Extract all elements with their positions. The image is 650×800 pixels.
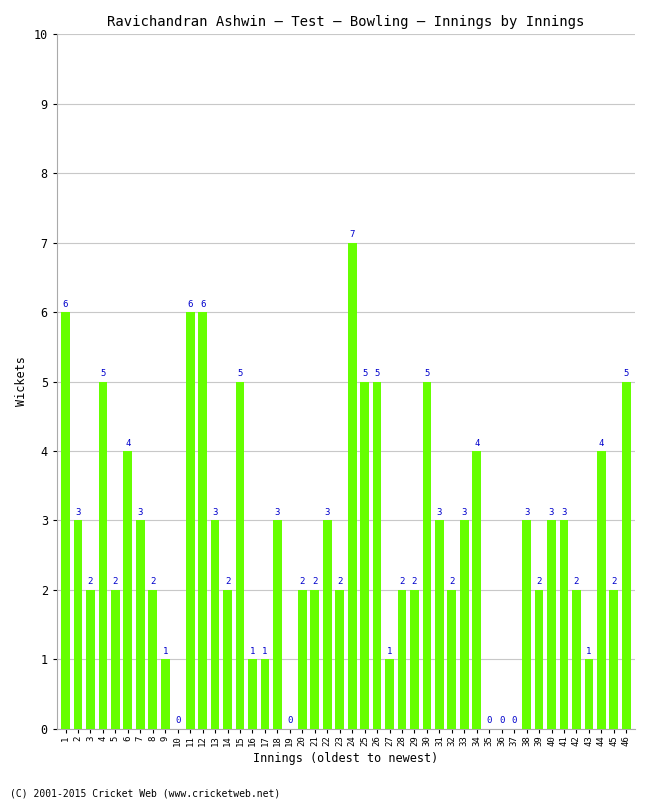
Bar xyxy=(622,382,630,729)
Text: 4: 4 xyxy=(599,438,604,447)
Text: 4: 4 xyxy=(474,438,480,447)
Text: 1: 1 xyxy=(262,647,268,656)
Bar xyxy=(522,521,531,729)
Text: 3: 3 xyxy=(213,508,218,517)
Bar xyxy=(248,659,257,729)
Text: 2: 2 xyxy=(411,578,417,586)
Bar xyxy=(298,590,307,729)
Text: 2: 2 xyxy=(225,578,230,586)
Text: 2: 2 xyxy=(536,578,541,586)
Bar xyxy=(211,521,220,729)
Bar xyxy=(198,312,207,729)
Bar xyxy=(86,590,95,729)
Bar xyxy=(161,659,170,729)
Text: 0: 0 xyxy=(499,716,504,726)
Bar xyxy=(148,590,157,729)
Text: 0: 0 xyxy=(486,716,492,726)
Text: 0: 0 xyxy=(287,716,292,726)
Text: 3: 3 xyxy=(562,508,567,517)
Text: 1: 1 xyxy=(162,647,168,656)
Text: 3: 3 xyxy=(75,508,81,517)
Text: 1: 1 xyxy=(586,647,592,656)
Bar xyxy=(323,521,332,729)
Text: 0: 0 xyxy=(175,716,181,726)
Text: (C) 2001-2015 Cricket Web (www.cricketweb.net): (C) 2001-2015 Cricket Web (www.cricketwe… xyxy=(10,788,280,798)
Bar xyxy=(273,521,281,729)
Text: 2: 2 xyxy=(88,578,93,586)
Bar xyxy=(535,590,543,729)
Bar xyxy=(398,590,406,729)
Y-axis label: Wickets: Wickets xyxy=(15,357,28,406)
Text: 2: 2 xyxy=(611,578,616,586)
Text: 7: 7 xyxy=(350,230,355,239)
Title: Ravichandran Ashwin – Test – Bowling – Innings by Innings: Ravichandran Ashwin – Test – Bowling – I… xyxy=(107,15,584,29)
Text: 5: 5 xyxy=(100,369,105,378)
Text: 3: 3 xyxy=(138,508,143,517)
Text: 5: 5 xyxy=(424,369,430,378)
Bar xyxy=(236,382,244,729)
Bar xyxy=(136,521,145,729)
Text: 2: 2 xyxy=(399,578,405,586)
Text: 3: 3 xyxy=(324,508,330,517)
Bar xyxy=(584,659,593,729)
Text: 3: 3 xyxy=(524,508,529,517)
Bar xyxy=(99,382,107,729)
Bar xyxy=(360,382,369,729)
Bar xyxy=(186,312,194,729)
Text: 4: 4 xyxy=(125,438,131,447)
Bar xyxy=(73,521,83,729)
Text: 2: 2 xyxy=(300,578,305,586)
Bar xyxy=(560,521,568,729)
Bar xyxy=(261,659,269,729)
Bar xyxy=(335,590,344,729)
Bar xyxy=(124,451,132,729)
Text: 2: 2 xyxy=(112,578,118,586)
Text: 2: 2 xyxy=(312,578,317,586)
Text: 2: 2 xyxy=(449,578,454,586)
Text: 2: 2 xyxy=(574,578,579,586)
Text: 6: 6 xyxy=(187,300,193,309)
Text: 0: 0 xyxy=(512,716,517,726)
Bar xyxy=(385,659,394,729)
Bar xyxy=(61,312,70,729)
Bar xyxy=(223,590,232,729)
Bar xyxy=(473,451,481,729)
Bar xyxy=(610,590,618,729)
Text: 6: 6 xyxy=(200,300,205,309)
Text: 5: 5 xyxy=(362,369,367,378)
Text: 6: 6 xyxy=(63,300,68,309)
Bar xyxy=(447,590,456,729)
Text: 2: 2 xyxy=(337,578,343,586)
Text: 5: 5 xyxy=(623,369,629,378)
Text: 3: 3 xyxy=(437,508,442,517)
Bar xyxy=(460,521,469,729)
Bar xyxy=(311,590,319,729)
Text: 3: 3 xyxy=(462,508,467,517)
Bar xyxy=(435,521,444,729)
Text: 1: 1 xyxy=(250,647,255,656)
Text: 5: 5 xyxy=(237,369,242,378)
Text: 1: 1 xyxy=(387,647,392,656)
Bar xyxy=(111,590,120,729)
Text: 2: 2 xyxy=(150,578,155,586)
Bar xyxy=(422,382,431,729)
Bar xyxy=(348,242,356,729)
Text: 5: 5 xyxy=(374,369,380,378)
Bar xyxy=(572,590,581,729)
Bar xyxy=(410,590,419,729)
Bar xyxy=(372,382,382,729)
Bar xyxy=(547,521,556,729)
Bar xyxy=(597,451,606,729)
X-axis label: Innings (oldest to newest): Innings (oldest to newest) xyxy=(254,752,439,765)
Text: 3: 3 xyxy=(275,508,280,517)
Text: 3: 3 xyxy=(549,508,554,517)
